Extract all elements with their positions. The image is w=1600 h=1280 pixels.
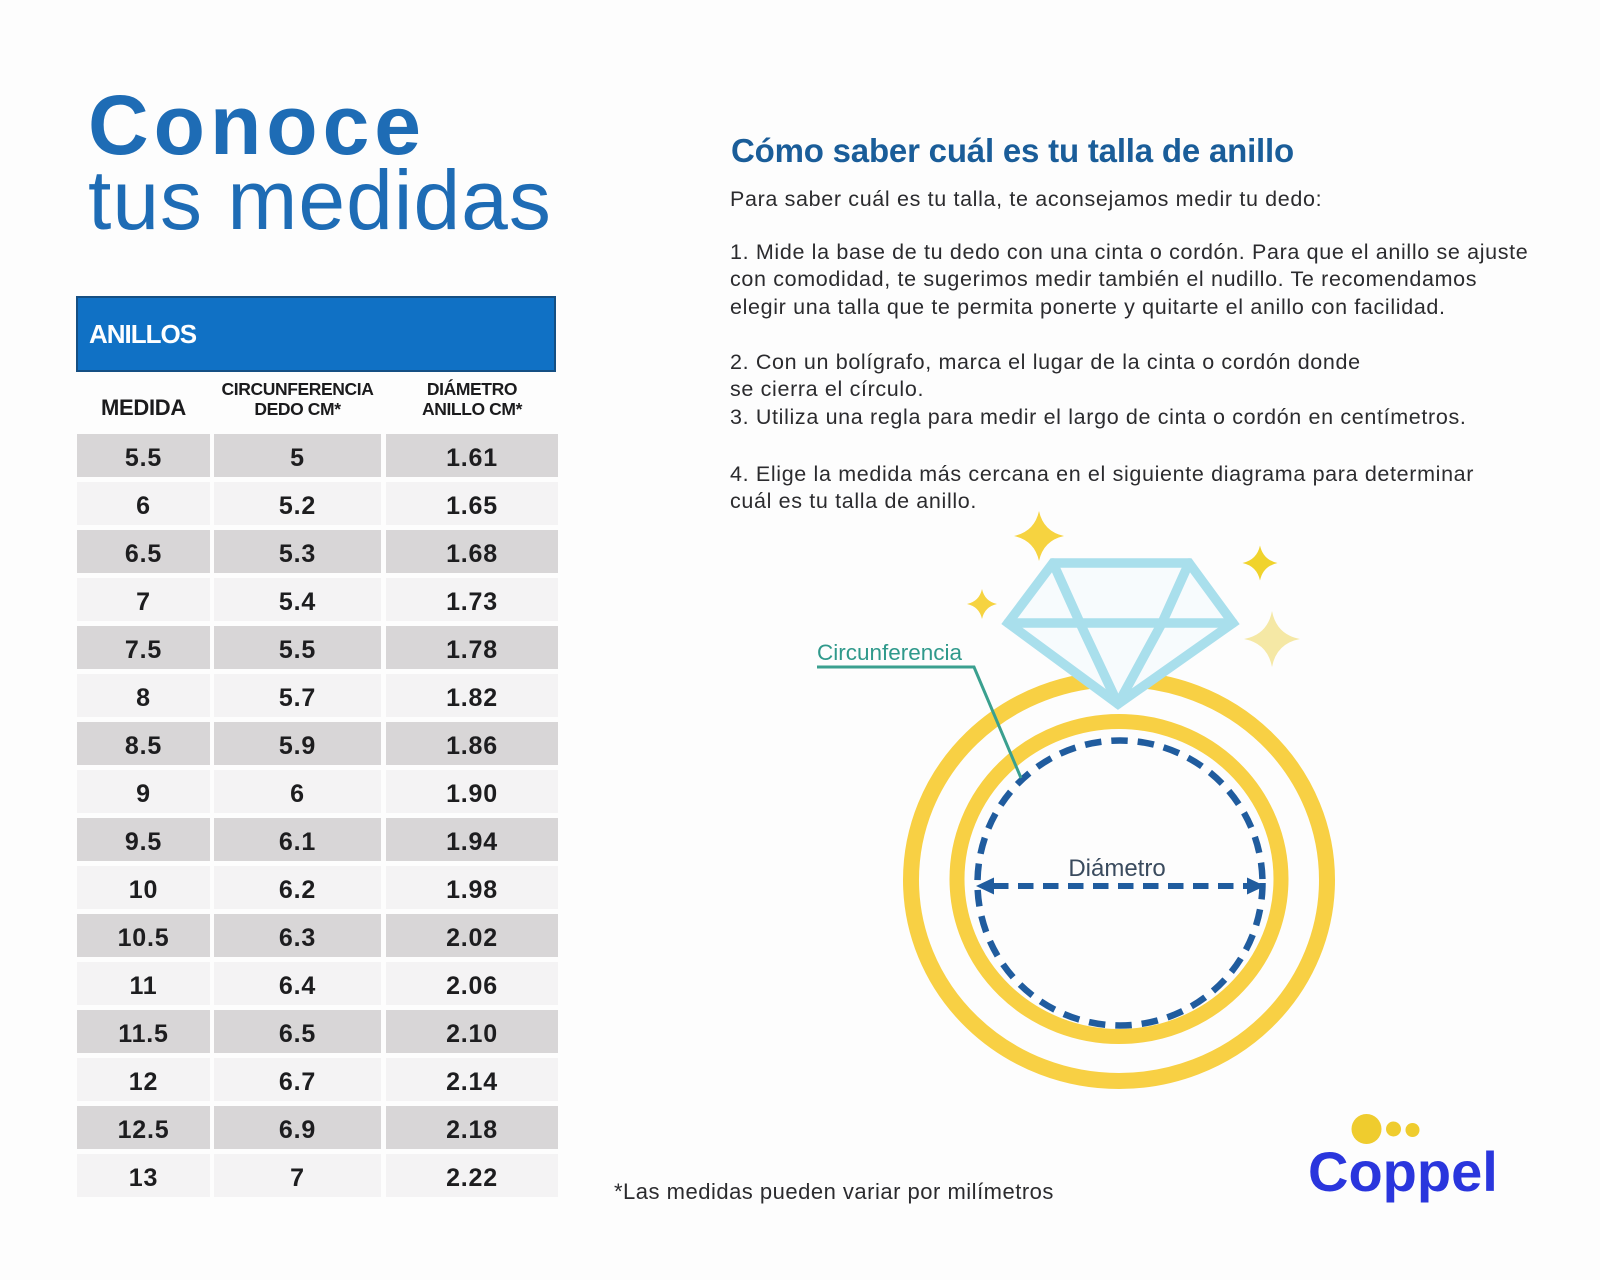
svg-text:Diámetro: Diámetro	[1068, 855, 1165, 882]
svg-text:Circunferencia: Circunferencia	[817, 640, 963, 665]
